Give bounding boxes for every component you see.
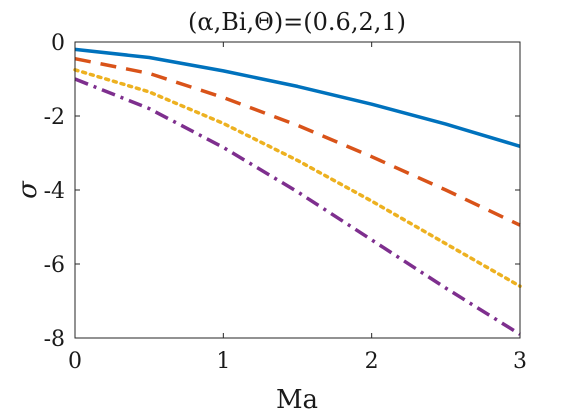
y-tick-label: -6 xyxy=(44,253,65,278)
x-tick-label: 3 xyxy=(513,349,527,374)
y-tick-label: -2 xyxy=(44,105,65,130)
x-tick-label: 0 xyxy=(68,349,82,374)
y-tick-label: -8 xyxy=(44,327,65,352)
x-tick-label: 1 xyxy=(216,349,230,374)
series-line-1 xyxy=(74,47,521,148)
ticks-layer: 0 1 2 3 0 -2 -4 -6 -8 xyxy=(44,31,527,374)
y-tick-label: -4 xyxy=(44,179,65,204)
series-line-2 xyxy=(74,56,521,227)
series-line-3 xyxy=(73,68,522,288)
y-axis-label: σ xyxy=(13,180,43,199)
series-layer xyxy=(73,47,522,336)
plot-area: 0 1 2 3 0 -2 -4 -6 -8 xyxy=(44,31,527,374)
series-line-4 xyxy=(74,77,521,336)
chart-title: (α,Bi,Θ)=(0.6,2,1) xyxy=(188,8,406,36)
y-tick-label: 0 xyxy=(51,31,65,56)
x-tick-label: 2 xyxy=(365,349,379,374)
x-axis-label: Ma xyxy=(276,385,318,415)
